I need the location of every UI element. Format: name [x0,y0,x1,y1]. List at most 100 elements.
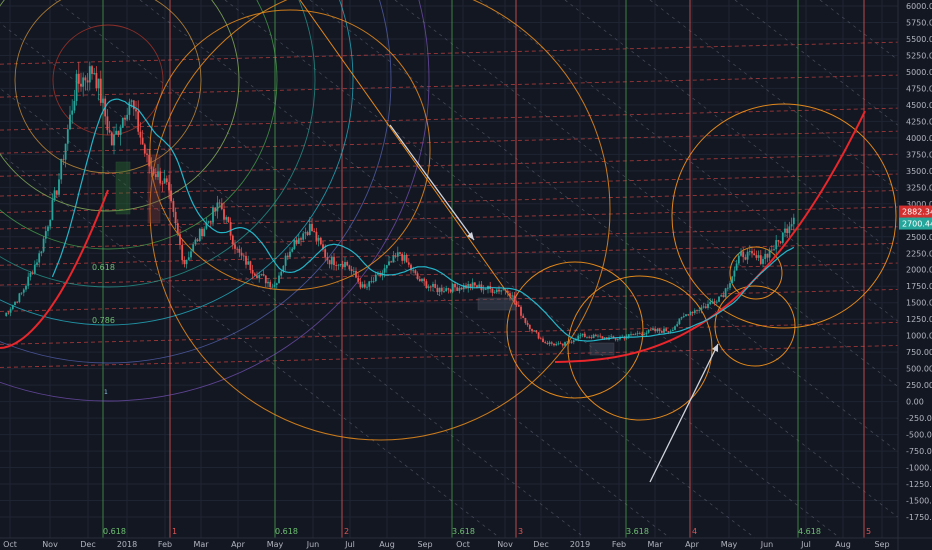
candle-body [273,284,276,287]
orange-circle [729,246,783,300]
sloped-level-line [0,41,898,65]
candle-body [568,341,571,343]
candle-body [414,270,417,274]
candle-body [38,253,41,263]
x-tick-label: Dec [533,540,548,549]
candle-body [190,251,192,258]
candle-body [278,275,280,284]
x-tick-label: Jun [760,540,774,549]
candle-body [762,259,764,264]
candle-body [251,270,254,274]
candle-body [198,228,201,241]
candle-body [731,276,734,284]
candle-body [757,255,760,258]
candle-body [280,271,283,276]
candle-body [374,274,377,282]
candle-body [77,73,80,84]
fib-arc [0,0,430,402]
cycle-label: 3 [518,527,523,536]
candle-body [438,287,441,293]
sloped-level-line [0,321,898,345]
candle-body [390,261,393,263]
cycle-label: 1 [172,527,177,536]
moving-average-layer [51,98,795,342]
fib-level-label: 0.618 [92,263,115,272]
candle-body [150,166,153,169]
candle-body [207,221,210,223]
y-tick-label: 250.00 [906,381,932,390]
candle-body [297,238,300,244]
x-tick-label: Jun [306,540,320,549]
candle-body [421,278,423,282]
candle-body [95,72,98,89]
fib-arc [0,0,354,326]
candle-body [148,154,151,167]
y-tick-label: -1250.00 [906,480,932,489]
candle-body [82,77,85,87]
candle-body [579,335,582,337]
sloped-level-line [0,173,898,197]
candle-body [49,219,52,227]
candle-body [141,137,144,145]
fib-arc [52,24,164,136]
candle-body [300,238,302,240]
candle-body [498,289,500,292]
ma-badge-label: 2700.44 [902,220,932,229]
candle-body [704,306,707,308]
candle-body [242,255,245,257]
candle-body [680,317,683,319]
candle-body [240,252,243,256]
y-tick-label: -500.00 [906,431,932,440]
diagonal-fan-line [0,22,671,538]
fib-arc [0,0,240,212]
candle-body [80,83,82,87]
candle-body [539,338,542,340]
y-tick-label: 3750.00 [906,150,932,159]
candle-body [493,292,496,293]
candle-body [511,295,514,297]
candle-body [682,316,685,318]
y-tick-label: 4500.00 [906,101,932,110]
candle-body [344,261,346,268]
candle-body [231,235,234,245]
candle-body [599,335,602,337]
candle-body [108,130,111,133]
candle-body [542,338,544,343]
candle-body [62,158,65,160]
candle-body [33,264,36,274]
arrow-down-line [389,124,475,241]
candle-body [592,334,595,339]
candle-body [359,281,362,288]
y-tick-label: 750.00 [906,348,932,357]
sloped-level-line [0,288,898,312]
candle-body [533,330,536,332]
candle-body [319,237,322,245]
y-tick-label: 4750.00 [906,84,932,93]
candle-body [443,291,445,292]
candle-body [645,332,648,335]
candle-body [238,248,241,253]
candle-body [691,311,694,314]
y-tick-label: 5000.00 [906,68,932,77]
x-tick-label: Jul [800,540,811,549]
candle-body [196,239,199,241]
candle-body [726,287,729,289]
candle-body [154,174,157,178]
fib-level-label: 0.786 [92,316,115,325]
x-tick-label: 2019 [570,540,590,549]
orange-trend-line [299,0,517,306]
candle-body [509,293,511,297]
support-curve-left [0,189,109,349]
y-tick-label: 3250.00 [906,183,932,192]
y-tick-label: 3000.00 [906,200,932,209]
candle-body [557,343,560,345]
candle-body [194,239,197,245]
candle-body [330,256,333,265]
candle-body [495,289,498,293]
candle-body [227,217,230,223]
candle-layer [5,61,795,348]
candle-body [610,336,613,338]
candle-body [379,273,382,276]
